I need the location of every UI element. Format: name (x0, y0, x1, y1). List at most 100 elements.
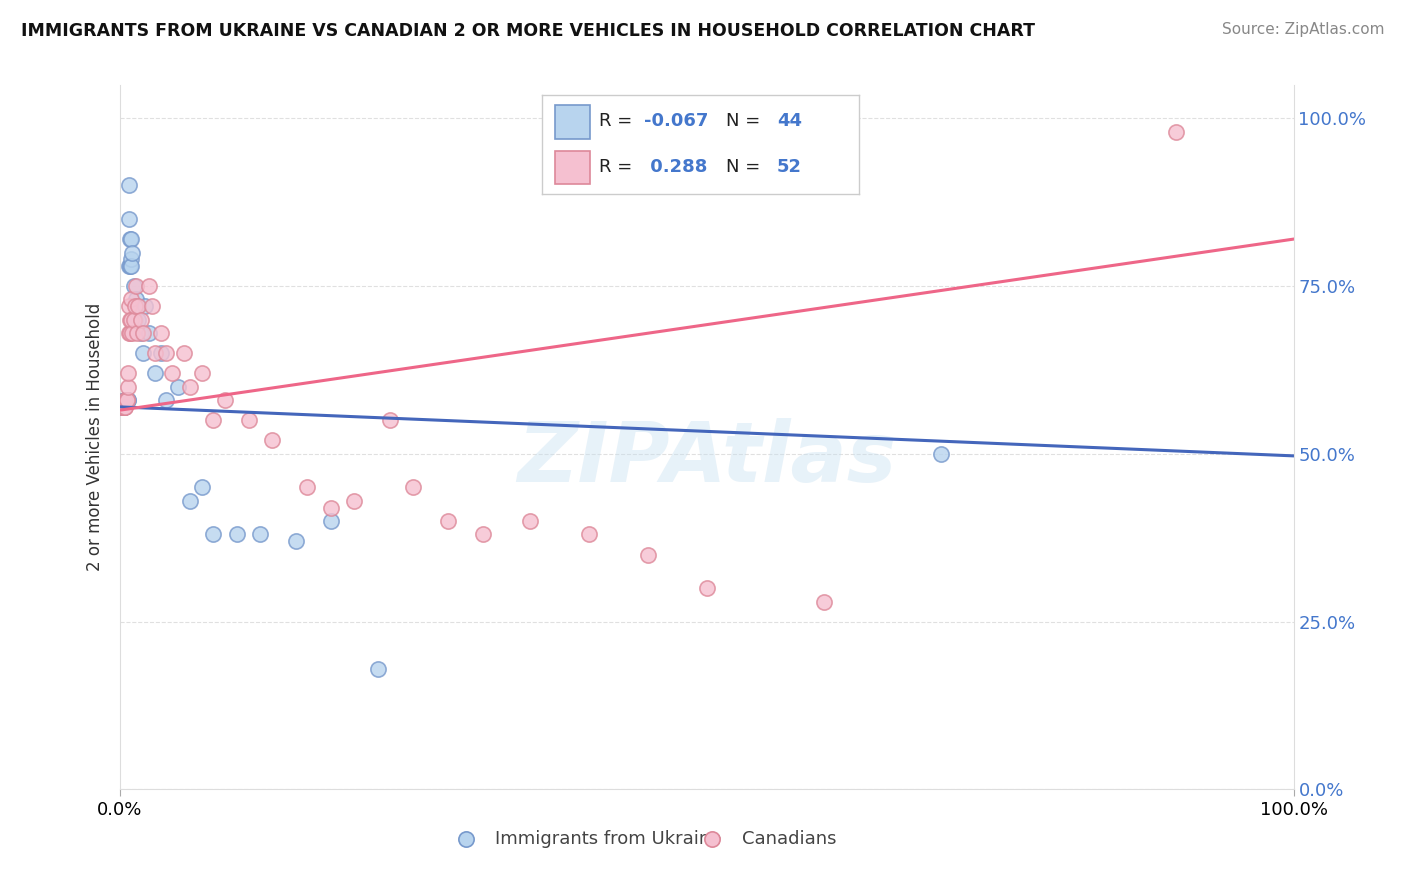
Text: Canadians: Canadians (742, 830, 837, 847)
Point (118, 211, 141, 226)
Point (378, 413, 401, 427)
Point (117, 393, 139, 408)
Point (1164, 125, 1187, 139)
Point (813, 594, 835, 608)
Point (122, 279, 145, 293)
Point (121, 245, 143, 260)
Point (202, 527, 225, 541)
Y-axis label: 2 or more Vehicles in Household: 2 or more Vehicles in Household (86, 303, 104, 571)
Point (120, 259, 142, 273)
Point (112, 400, 135, 414)
Point (402, 480, 425, 494)
Point (112, 400, 135, 414)
Point (112, 400, 135, 414)
Point (124, 299, 146, 313)
Point (249, 527, 271, 541)
Point (129, 312, 152, 326)
Point (167, 380, 190, 394)
Point (124, 312, 146, 326)
Point (114, 393, 136, 408)
Point (114, 393, 136, 408)
Point (155, 393, 177, 408)
Point (112, 400, 135, 414)
Point (149, 346, 172, 360)
Point (117, 393, 139, 408)
Point (162, 367, 184, 381)
Point (115, 393, 138, 408)
Point (472, 527, 495, 541)
Point (127, 326, 149, 340)
Point (190, 480, 212, 494)
Point (225, 527, 249, 541)
Point (214, 393, 236, 408)
Point (931, 447, 953, 461)
Point (132, 346, 155, 360)
Point (112, 400, 135, 414)
Point (202, 413, 225, 427)
Point (117, 367, 139, 381)
Point (696, 581, 718, 595)
Point (115, 393, 138, 408)
Point (127, 299, 149, 313)
Point (179, 493, 201, 508)
Point (122, 312, 145, 326)
Point (179, 380, 201, 394)
Point (155, 346, 177, 360)
Point (121, 326, 143, 340)
Point (138, 326, 160, 340)
Point (319, 514, 342, 528)
Point (132, 326, 155, 340)
Point (143, 346, 166, 360)
Point (149, 326, 172, 340)
Point (129, 326, 152, 340)
Point (125, 293, 148, 307)
Point (297, 480, 319, 494)
Point (111, 400, 134, 414)
Point (127, 299, 149, 313)
Point (125, 279, 148, 293)
Point (114, 400, 136, 414)
Text: IMMIGRANTS FROM UKRAINE VS CANADIAN 2 OR MORE VEHICLES IN HOUSEHOLD CORRELATION : IMMIGRANTS FROM UKRAINE VS CANADIAN 2 OR… (21, 22, 1035, 40)
Point (578, 527, 600, 541)
Point (120, 312, 142, 326)
Point (114, 393, 136, 408)
Point (120, 232, 142, 246)
Point (118, 299, 141, 313)
Point (115, 393, 138, 408)
Point (111, 400, 134, 414)
Text: Immigrants from Ukraine: Immigrants from Ukraine (495, 830, 721, 847)
Point (437, 514, 460, 528)
Point (238, 413, 260, 427)
Point (173, 346, 195, 360)
Text: ZIPAtlas: ZIPAtlas (517, 417, 896, 499)
Text: Source: ZipAtlas.com: Source: ZipAtlas.com (1222, 22, 1385, 37)
Point (367, 662, 389, 676)
Point (143, 367, 166, 381)
Point (120, 326, 142, 340)
Point (112, 400, 135, 414)
Point (112, 400, 135, 414)
Point (134, 299, 156, 313)
Point (118, 326, 141, 340)
Point (120, 293, 142, 307)
Point (284, 534, 307, 549)
Point (118, 178, 141, 193)
Point (120, 232, 142, 246)
Point (115, 393, 138, 408)
Point (319, 500, 342, 515)
Point (117, 380, 139, 394)
Point (120, 312, 142, 326)
Point (120, 252, 142, 267)
Point (112, 400, 135, 414)
Point (120, 259, 142, 273)
Point (127, 312, 149, 326)
Point (114, 400, 136, 414)
Point (118, 259, 141, 273)
Point (112, 400, 135, 414)
Point (262, 434, 284, 448)
Point (343, 493, 366, 508)
Point (637, 548, 659, 562)
Point (519, 514, 541, 528)
Point (141, 299, 163, 313)
Point (190, 367, 212, 381)
